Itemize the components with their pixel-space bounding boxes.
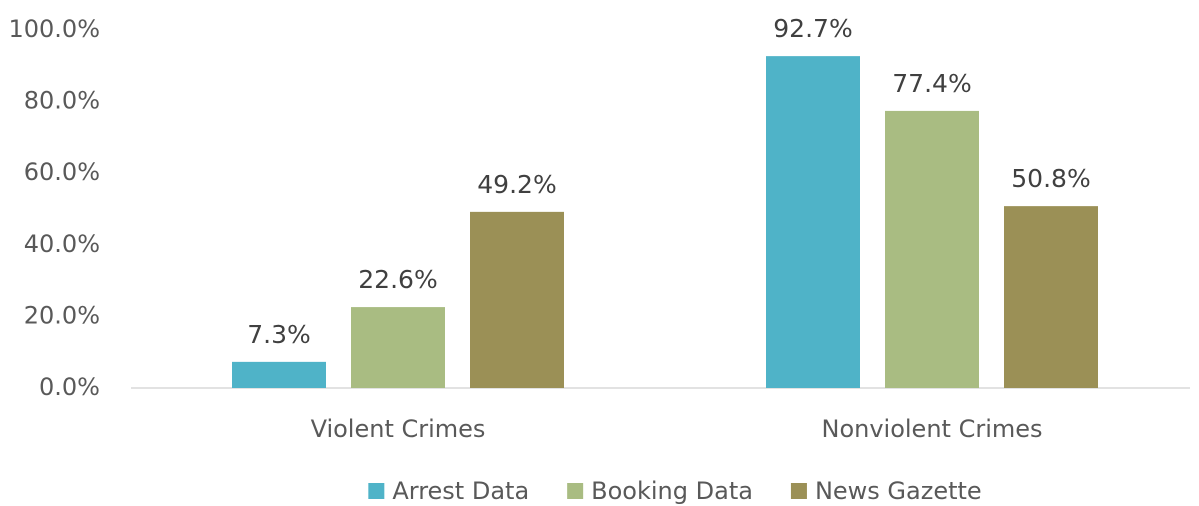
y-tick-label: 40.0% [24, 230, 100, 258]
data-label: 7.3% [247, 320, 311, 349]
legend-label: Booking Data [591, 477, 753, 505]
data-label: 92.7% [773, 14, 852, 43]
legend-swatch [790, 483, 807, 499]
bar [885, 110, 979, 389]
bar [351, 307, 445, 388]
legend-label: News Gazette [815, 477, 982, 505]
data-label: 77.4% [892, 69, 971, 98]
bar [766, 56, 860, 388]
bar [470, 211, 564, 388]
bar [232, 361, 326, 388]
bar [1004, 206, 1098, 388]
y-tick-label: 60.0% [24, 158, 100, 186]
x-tick-label: Violent Crimes [311, 415, 486, 443]
legend-label: Arrest Data [392, 477, 529, 505]
legend-swatch [368, 483, 385, 499]
legend-swatch [567, 483, 584, 499]
data-label: 50.8% [1011, 164, 1090, 193]
y-tick-label: 0.0% [39, 373, 100, 401]
data-label: 22.6% [358, 265, 437, 294]
x-tick-label: Nonviolent Crimes [821, 415, 1042, 443]
y-tick-label: 100.0% [8, 15, 100, 43]
data-label: 49.2% [477, 170, 556, 199]
y-tick-label: 80.0% [24, 87, 100, 115]
y-tick-label: 20.0% [24, 301, 100, 329]
